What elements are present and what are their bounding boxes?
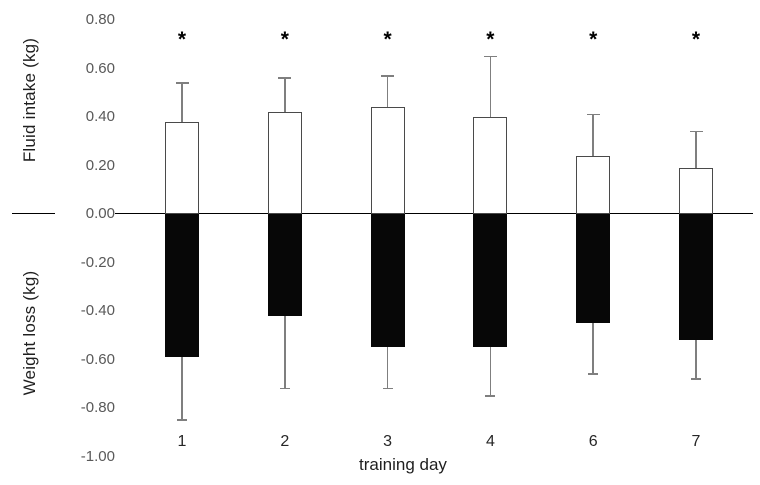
weight-loss-bar-day-7 bbox=[679, 214, 713, 341]
error-bar-up-cap-day-6 bbox=[586, 113, 600, 116]
error-bar-up-cap-day-2 bbox=[278, 77, 292, 79]
y-axis-title-fluid-intake: Fluid intake (kg) bbox=[20, 37, 39, 163]
error-bar-up-line-day-3 bbox=[386, 75, 389, 108]
x-tick-label-day-1: 1 bbox=[177, 433, 187, 450]
weight-loss-bar-day-1 bbox=[165, 214, 199, 358]
y-tick-0.20: 0.20 bbox=[55, 156, 115, 175]
error-bar-up-line-day-4 bbox=[489, 56, 492, 117]
fluid-intake-bar-day-1 bbox=[165, 121, 199, 214]
error-bar-down-cap-day-7 bbox=[691, 378, 701, 380]
fluid-intake-bar-day-2 bbox=[267, 112, 302, 214]
error-bar-down-line-day-1 bbox=[181, 357, 183, 421]
error-bar-down-line-day-7 bbox=[695, 340, 697, 379]
error-bar-down-cap-day-3 bbox=[382, 387, 393, 390]
x-tick-label-day-7: 7 bbox=[691, 433, 701, 450]
error-bar-down-cap-day-6 bbox=[588, 373, 599, 375]
y-axis-title-weight-loss: Weight loss (kg) bbox=[20, 270, 39, 396]
y-tick--0.80: -0.80 bbox=[55, 399, 115, 417]
error-bar-up-line-day-6 bbox=[592, 114, 594, 156]
fluid-intake-bar-day-6 bbox=[576, 155, 611, 214]
fluid-intake-bar-day-7 bbox=[679, 167, 713, 214]
y-tick--0.60: -0.60 bbox=[55, 350, 115, 369]
y-tick-0.80: 0.80 bbox=[55, 11, 115, 29]
y-tick-0.60: 0.60 bbox=[55, 59, 115, 78]
error-bar-up-cap-day-7 bbox=[689, 130, 703, 133]
error-bar-up-line-day-1 bbox=[181, 83, 183, 122]
y-tick--1.00: -1.00 bbox=[55, 447, 115, 466]
significance-asterisk-day-3: * bbox=[383, 28, 392, 51]
y-tick--0.20: -0.20 bbox=[55, 253, 115, 272]
significance-asterisk-day-2: * bbox=[280, 28, 289, 51]
error-bar-up-cap-day-1 bbox=[175, 82, 189, 84]
error-bar-up-cap-day-4 bbox=[483, 55, 497, 58]
x-axis-title: training day bbox=[359, 455, 447, 474]
x-tick-label-day-6: 6 bbox=[588, 433, 598, 450]
y-tick--0.40: -0.40 bbox=[55, 302, 115, 320]
error-bar-down-line-day-2 bbox=[284, 315, 286, 389]
x-tick-label-day-3: 3 bbox=[383, 433, 393, 450]
error-bar-down-cap-day-2 bbox=[279, 387, 290, 390]
error-bar-down-cap-day-1 bbox=[177, 419, 187, 421]
error-bar-down-cap-day-4 bbox=[485, 395, 496, 397]
fluid-intake-bar-day-4 bbox=[473, 117, 508, 214]
weight-loss-bar-day-6 bbox=[576, 214, 611, 324]
fluid-intake-bar-day-3 bbox=[370, 107, 405, 214]
significance-asterisk-day-1: * bbox=[177, 28, 187, 51]
error-bar-down-line-day-6 bbox=[592, 323, 594, 375]
significance-asterisk-day-4: * bbox=[486, 28, 495, 51]
error-bar-up-cap-day-3 bbox=[381, 74, 395, 77]
error-bar-up-line-day-7 bbox=[695, 131, 697, 168]
x-tick-label-day-4: 4 bbox=[485, 433, 495, 450]
y-tick-0.40: 0.40 bbox=[55, 108, 115, 126]
weight-loss-bar-day-4 bbox=[473, 214, 508, 348]
error-bar-down-line-day-3 bbox=[386, 347, 389, 389]
significance-asterisk-day-6: * bbox=[589, 28, 598, 51]
y-tick-0.00: 0.00 bbox=[55, 205, 115, 223]
error-bar-up-line-day-2 bbox=[284, 78, 286, 113]
error-bar-down-line-day-4 bbox=[489, 347, 492, 396]
weight-loss-bar-day-2 bbox=[267, 214, 302, 316]
significance-asterisk-day-7: * bbox=[691, 28, 701, 51]
x-tick-label-day-2: 2 bbox=[280, 433, 290, 450]
weight-loss-bar-day-3 bbox=[370, 214, 405, 348]
